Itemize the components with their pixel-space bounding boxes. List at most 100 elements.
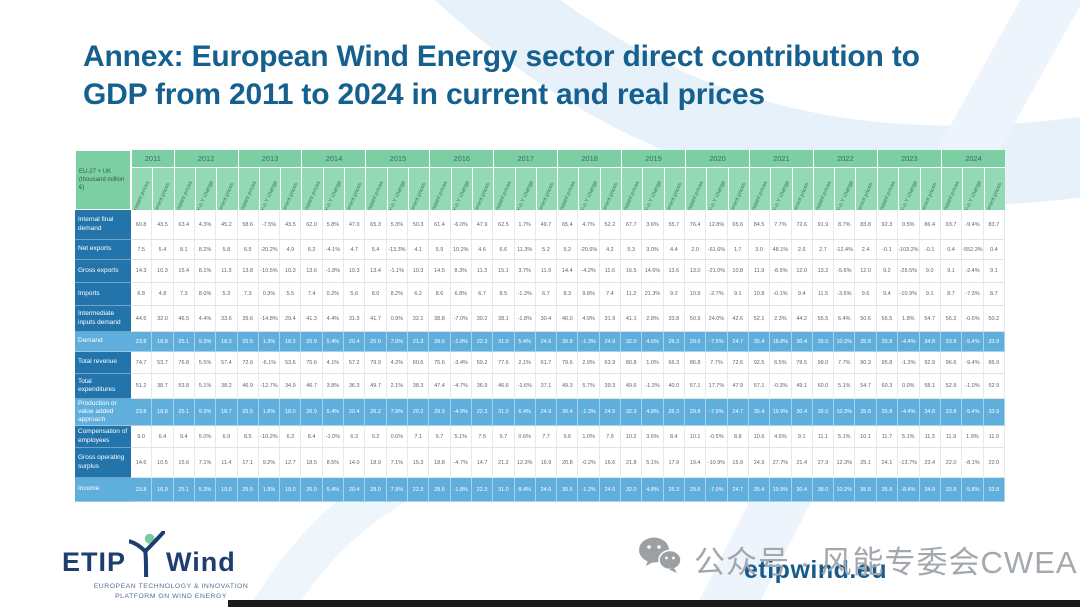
subcolumn-header: % Y-o-Y change (706, 168, 728, 210)
table-cell: 14.7 (471, 448, 494, 478)
table-cell: 74.7 (131, 352, 153, 374)
table-cell: 47.4 (429, 374, 451, 399)
subcolumn-header: Current prices (663, 168, 685, 210)
table-cell: 24.7 (727, 332, 749, 352)
table-cell: 6.4 (152, 426, 174, 448)
table-cell: 0.5% (898, 210, 920, 240)
subcolumn-header: Constant prices (557, 168, 579, 210)
table-cell: 11.3 (216, 260, 238, 283)
table-cell: 19.9% (770, 478, 792, 502)
table-cell: 16.9 (535, 448, 558, 478)
table-cell: 33.6 (216, 306, 238, 332)
table-cell: 52.9 (983, 374, 1005, 399)
table-cell: 10.2% (834, 478, 856, 502)
logo-tagline: EUROPEAN TECHNOLOGY & INNOVATION PLATFOR… (62, 582, 280, 602)
table-cell: 34.8 (919, 332, 941, 352)
table-cell: 25.1 (173, 478, 195, 502)
table-cell: 38.3 (407, 374, 430, 399)
table-cell: 61.7 (535, 352, 558, 374)
table-cell: 13.6 (301, 260, 323, 283)
table-cell: 4.2% (386, 352, 408, 374)
gdp-table: EU-27 + UK (thousand million €) 2011 Const… (75, 150, 1005, 502)
table-cell: 32.0 (621, 332, 643, 352)
table-cell: 5.1% (450, 426, 472, 448)
table-cell: 26.2 (365, 399, 387, 426)
table-cell: 23.8 (131, 399, 153, 426)
table-cell: 0.6% (514, 426, 536, 448)
subcolumn-header: Constant prices (237, 168, 259, 210)
table-cell: 72.6 (237, 352, 259, 374)
table-cell: 24.5 (599, 399, 622, 426)
table-cell: 52.9 (940, 374, 963, 399)
table-cell: -12.4% (834, 240, 856, 260)
subcolumn-header: Constant prices (429, 168, 451, 210)
row-label: Compensation of employees (75, 426, 131, 448)
table-cell: 23.8 (131, 478, 153, 502)
table-cell: 66.3 (663, 352, 685, 374)
table-cell: 9.6 (855, 283, 877, 306)
table-cell: 40.0 (557, 306, 579, 332)
table-cell: 8.6 (429, 283, 451, 306)
table-cell: 14.5 (429, 260, 451, 283)
table-cell: 22.3 (471, 478, 494, 502)
table-cell: 9.1 (919, 283, 941, 306)
table-cell: 25.0 (365, 332, 387, 352)
table-cell: 80.8 (621, 352, 643, 374)
table-cell: 38.1 (493, 306, 515, 332)
table-cell: 9.4 (876, 283, 899, 306)
table-cell: 17.9 (663, 448, 685, 478)
table-cell: 5.1% (898, 426, 920, 448)
table-cell: 61.4 (429, 210, 451, 240)
table-cell: 1.7% (514, 210, 536, 240)
row-label: Total expenditures (75, 374, 131, 399)
table-cell: 46.5 (173, 306, 195, 332)
table-cell: -0.2% (578, 448, 600, 478)
table-cell: 33.9 (983, 332, 1005, 352)
table-cell: -0.1 (919, 240, 941, 260)
table-cell: 30.4 (557, 399, 579, 426)
table-cell: 9.4 (791, 283, 813, 306)
table-cell: 35.8 (855, 399, 877, 426)
table-cell: 17.7% (706, 374, 728, 399)
subcolumn-header: % Y-o-Y change (322, 168, 345, 210)
table-cell: 1.8% (898, 306, 920, 332)
table-cell: 65.6 (727, 210, 749, 240)
table-cell: -61.6% (706, 240, 728, 260)
table-cell: 95.8 (876, 352, 899, 374)
table-cell: 4.6 (471, 240, 494, 260)
table-cell: 8.4 (663, 426, 685, 448)
table-cell: 11.3% (514, 240, 536, 260)
table-cell: 10.3 (407, 260, 430, 283)
table-cell: 46.7 (301, 374, 323, 399)
table-cell: 10.3% (834, 399, 856, 426)
table-cell: 9.2% (258, 448, 281, 478)
year-header: 2014 (301, 150, 366, 168)
table-cell: 22.3 (471, 399, 494, 426)
table-cell: 40.0 (663, 374, 685, 399)
table-cell: -13.7% (898, 448, 920, 478)
table-cell: 5.4% (322, 399, 345, 426)
table-cell: 4.8 (152, 283, 174, 306)
table-cell: 7.1% (194, 448, 217, 478)
table-cell: 50.3 (407, 210, 430, 240)
table-cell: -12.7% (258, 374, 281, 399)
table-cell: -14.8% (258, 306, 281, 332)
table-cell: 65.4 (557, 210, 579, 240)
table-cell: 34.9 (280, 374, 302, 399)
logo-tagline-line2: PLATFORM ON WIND ENERGY (115, 593, 227, 601)
table-cell: 24.7 (727, 399, 749, 426)
table-cell: 5.4% (322, 478, 345, 502)
table-cell: 79.9 (365, 352, 387, 374)
table-cell: 5.0% (194, 426, 217, 448)
table-cell: 83.7 (983, 210, 1005, 240)
table-cell: 13.2 (812, 260, 835, 283)
table-cell: -8.5% (770, 260, 792, 283)
table-cell: 10.1 (855, 426, 877, 448)
table-cell: -10.9% (706, 448, 728, 478)
table-cell: 37.1 (535, 374, 558, 399)
table-cell: 33.8 (663, 306, 685, 332)
table-cell: 7.3 (173, 283, 195, 306)
table-cell: 7.9% (386, 478, 408, 502)
table-cell: 4.4% (194, 306, 217, 332)
table-cell: 8.3% (450, 260, 472, 283)
